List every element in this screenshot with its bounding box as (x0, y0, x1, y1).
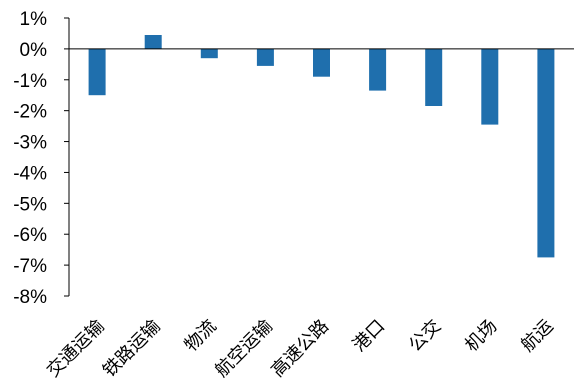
category-label: 港口 (349, 316, 389, 356)
category-label: 物流 (181, 316, 221, 356)
bar-9 (537, 48, 555, 258)
y-tick-label: -3% (13, 133, 47, 154)
y-tick-label: 1% (20, 9, 48, 30)
bar-7 (425, 48, 443, 106)
category-label: 航空运输 (211, 316, 277, 382)
y-tick-label: -1% (13, 71, 47, 92)
y-tick-label: -2% (13, 102, 47, 123)
bar-5 (313, 48, 330, 77)
bar-4 (256, 48, 274, 66)
category-label: 公交 (405, 316, 445, 356)
category-label: 交通运输 (43, 316, 109, 382)
bars-group (88, 35, 555, 258)
category-label: 机场 (461, 316, 501, 356)
y-axis: 1% 0% -1% -2% -3% -4% -5% -6% -7% -8% (13, 9, 70, 308)
y-tick-label: -6% (13, 225, 47, 246)
category-label: 高速公路 (267, 316, 333, 382)
y-tick-label: -8% (13, 287, 47, 308)
bar-1 (88, 48, 106, 96)
bar-8 (481, 48, 499, 125)
category-label: 铁路运输 (99, 316, 165, 382)
y-tick-label: 0% (20, 40, 48, 61)
y-tick-label: -5% (13, 194, 47, 215)
bar-3 (200, 48, 218, 59)
bar-2 (144, 35, 162, 49)
bar-6 (369, 48, 387, 91)
category-label: 航运 (517, 316, 557, 356)
y-tick-label: -7% (13, 256, 47, 277)
y-tick-label: -4% (13, 163, 47, 184)
